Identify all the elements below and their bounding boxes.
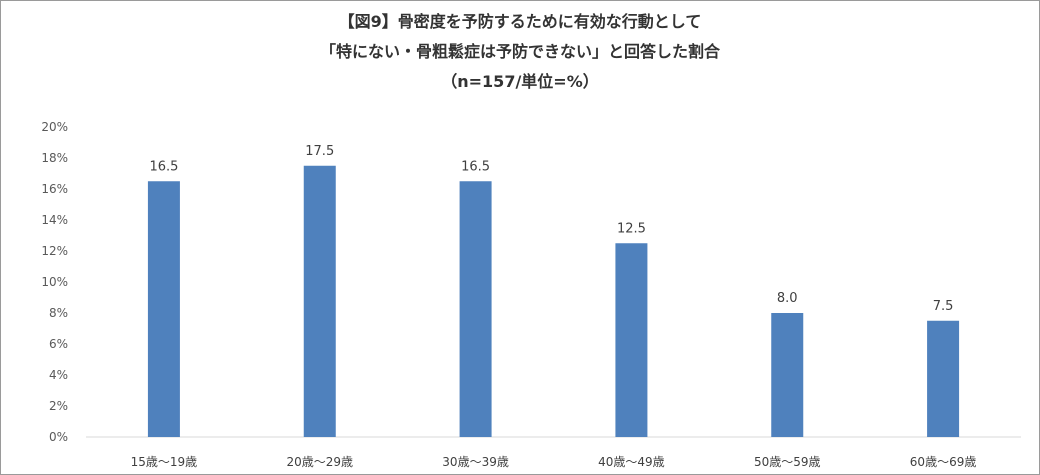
y-tick-label: 12% xyxy=(41,244,68,258)
bar xyxy=(771,313,804,437)
data-label: 16.5 xyxy=(149,159,178,174)
chart-note: （n=157/単位=%） xyxy=(441,72,599,91)
x-tick-label: 60歳～69歳 xyxy=(910,455,977,469)
data-label: 8.0 xyxy=(777,291,798,306)
chart-subtitle: 「特にない・骨粗鬆症は予防できない」と回答した割合 xyxy=(319,42,720,61)
y-tick-label: 2% xyxy=(49,399,68,413)
bar xyxy=(459,181,492,437)
bar xyxy=(615,243,648,437)
x-tick-label: 30歳～39歳 xyxy=(442,455,509,469)
y-tick-label: 6% xyxy=(49,337,68,351)
x-tick-label: 40歳～49歳 xyxy=(598,455,665,469)
y-tick-label: 16% xyxy=(41,182,68,196)
data-label: 12.5 xyxy=(617,221,646,236)
data-label: 16.5 xyxy=(461,159,490,174)
data-label: 17.5 xyxy=(305,144,334,159)
y-tick-label: 4% xyxy=(49,368,68,382)
chart-title: 【図9】骨密度を予防するために有効な行動として xyxy=(338,12,702,31)
y-tick-label: 20% xyxy=(41,120,68,134)
bar xyxy=(303,165,336,437)
y-tick-label: 0% xyxy=(49,430,68,444)
x-tick-label: 20歳～29歳 xyxy=(286,455,353,469)
y-tick-label: 10% xyxy=(41,275,68,289)
x-tick-label: 15歳～19歳 xyxy=(131,455,198,469)
y-tick-label: 18% xyxy=(41,151,68,165)
bar xyxy=(927,320,960,437)
y-tick-label: 8% xyxy=(49,306,68,320)
data-label: 7.5 xyxy=(933,299,954,314)
x-tick-label: 50歳～59歳 xyxy=(754,455,821,469)
y-tick-label: 14% xyxy=(41,213,68,227)
bar xyxy=(147,181,180,437)
chart-titles: 【図9】骨密度を予防するために有効な行動として 「特にない・骨粗鬆症は予防できな… xyxy=(1,7,1039,97)
